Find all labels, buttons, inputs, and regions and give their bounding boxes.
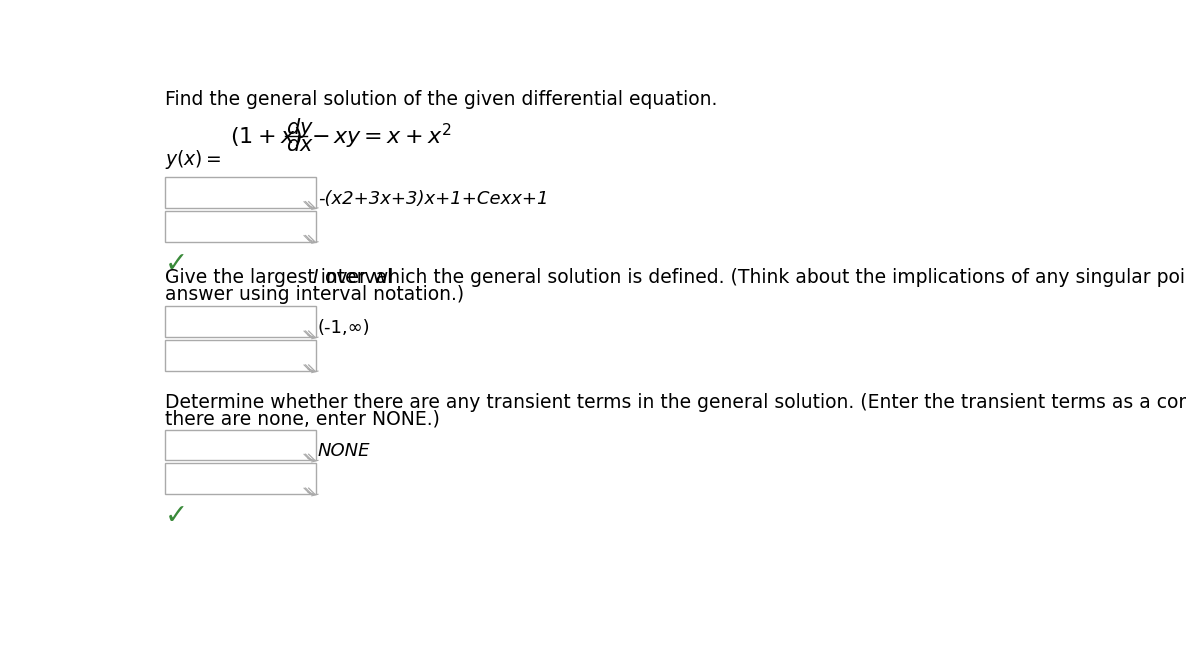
Text: (-1,∞): (-1,∞) — [318, 319, 370, 337]
Text: answer using interval notation.): answer using interval notation.) — [165, 285, 465, 304]
Bar — [165, 340, 317, 371]
Bar — [165, 464, 317, 494]
Text: -(x2+3x+3)x+1+Cexx+1: -(x2+3x+3)x+1+Cexx+1 — [318, 190, 548, 208]
Text: Determine whether there are any transient terms in the general solution. (Enter : Determine whether there are any transien… — [165, 392, 1186, 411]
Bar — [165, 177, 317, 208]
Text: I: I — [313, 268, 318, 287]
Text: $dy$: $dy$ — [286, 116, 314, 140]
Text: ✓: ✓ — [165, 502, 189, 530]
Text: Give the largest interval: Give the largest interval — [165, 268, 398, 287]
Text: $dx$: $dx$ — [286, 135, 314, 156]
Text: Find the general solution of the given differential equation.: Find the general solution of the given d… — [165, 90, 718, 109]
Text: NONE: NONE — [318, 442, 370, 460]
Text: over which the general solution is defined. (Think about the implications of any: over which the general solution is defin… — [319, 268, 1186, 287]
Bar — [165, 211, 317, 242]
Text: there are none, enter NONE.): there are none, enter NONE.) — [165, 409, 440, 428]
Text: $-\, xy = x + x^2$: $-\, xy = x + x^2$ — [311, 122, 452, 151]
Bar — [165, 430, 317, 460]
Bar — [165, 307, 317, 337]
Text: $(1 + x)$: $(1 + x)$ — [230, 125, 301, 148]
Text: $y(x) =$: $y(x) =$ — [165, 148, 222, 171]
Text: ✓: ✓ — [165, 250, 189, 278]
